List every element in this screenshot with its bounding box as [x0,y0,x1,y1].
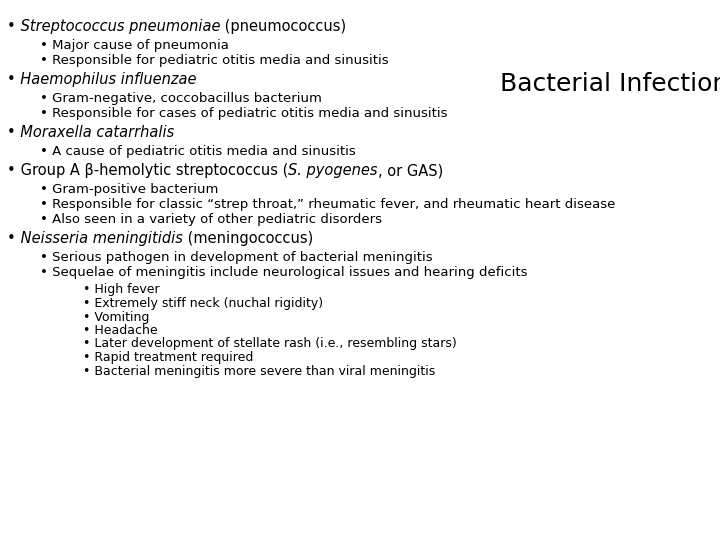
Text: • Haemophilus influenzae: • Haemophilus influenzae [7,72,197,87]
Text: • Also seen in a variety of other pediatric disorders: • Also seen in a variety of other pediat… [40,213,382,226]
Text: Group A β-hemolytic streptococcus (: Group A β-hemolytic streptococcus ( [16,163,288,178]
Text: Bacterial Infections: Bacterial Infections [500,72,720,96]
Text: Streptococcus pneumoniae: Streptococcus pneumoniae [16,19,220,34]
Text: • Extremely stiff neck (nuchal rigidity): • Extremely stiff neck (nuchal rigidity) [83,297,323,310]
Text: (pneumococcus): (pneumococcus) [220,19,346,34]
Text: , or GAS): , or GAS) [378,163,443,178]
Text: • Responsible for cases of pediatric otitis media and sinusitis: • Responsible for cases of pediatric oti… [40,107,447,120]
Text: •: • [7,231,16,246]
Text: • Later development of stellate rash (i.e., resembling stars): • Later development of stellate rash (i.… [83,338,456,350]
Text: • Major cause of pneumonia: • Major cause of pneumonia [40,39,228,52]
Text: • High fever: • High fever [83,284,159,296]
Text: Neisseria meningitidis: Neisseria meningitidis [16,231,183,246]
Text: • Rapid treatment required: • Rapid treatment required [83,351,253,364]
Text: •: • [7,163,16,178]
Text: • Serious pathogen in development of bacterial meningitis: • Serious pathogen in development of bac… [40,251,432,264]
Text: • Vomiting: • Vomiting [83,310,149,323]
Text: •: • [7,19,16,34]
Text: (meningococcus): (meningococcus) [183,231,313,246]
Text: S. pyogenes: S. pyogenes [288,163,378,178]
Text: • Gram-positive bacterium: • Gram-positive bacterium [40,183,218,195]
Text: • A cause of pediatric otitis media and sinusitis: • A cause of pediatric otitis media and … [40,145,356,158]
Text: • Sequelae of meningitis include neurological issues and hearing deficits: • Sequelae of meningitis include neurolo… [40,266,527,279]
Text: • Gram-negative, coccobacillus bacterium: • Gram-negative, coccobacillus bacterium [40,92,321,105]
Text: • Responsible for classic “strep throat,” rheumatic fever, and rheumatic heart d: • Responsible for classic “strep throat,… [40,198,615,211]
Text: • Responsible for pediatric otitis media and sinusitis: • Responsible for pediatric otitis media… [40,54,388,67]
Text: • Moraxella catarrhalis: • Moraxella catarrhalis [7,125,174,140]
Text: • Bacterial meningitis more severe than viral meningitis: • Bacterial meningitis more severe than … [83,364,435,377]
Text: • Headache: • Headache [83,324,158,337]
